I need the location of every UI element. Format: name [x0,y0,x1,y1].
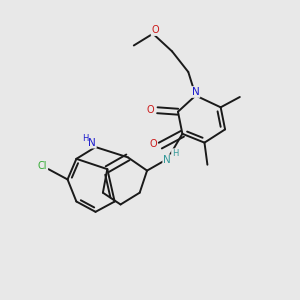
Text: H: H [172,149,178,158]
Text: N: N [163,155,171,165]
Text: N: N [88,138,96,148]
Text: O: O [149,139,157,149]
Text: O: O [146,105,154,115]
Text: Cl: Cl [38,161,47,171]
Text: N: N [192,87,200,97]
Text: H: H [82,134,88,143]
Text: O: O [152,25,159,35]
